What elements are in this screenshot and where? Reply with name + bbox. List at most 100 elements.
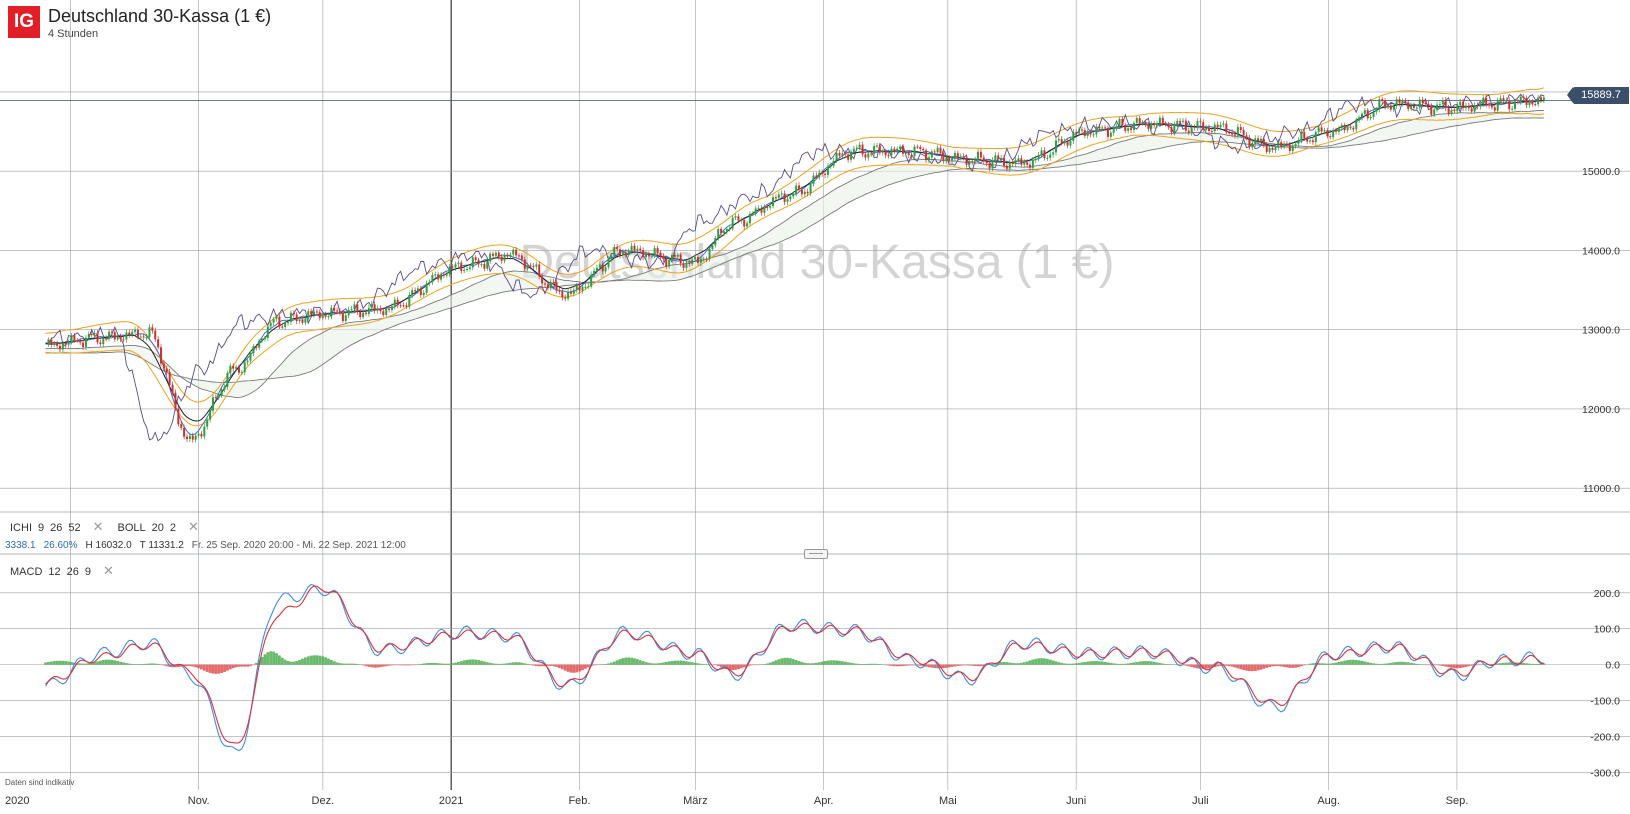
macd-param-2: 26 bbox=[66, 566, 79, 578]
candle-body bbox=[1026, 162, 1029, 165]
candle-body bbox=[1438, 104, 1441, 106]
candle-body bbox=[422, 292, 425, 296]
macd-histogram-bar bbox=[1066, 663, 1069, 665]
macd-histogram-bar bbox=[286, 661, 290, 665]
macd-histogram-bar bbox=[237, 664, 241, 667]
macd-histogram-bar bbox=[884, 664, 888, 666]
candle-body bbox=[339, 311, 342, 314]
macd-histogram-bar bbox=[760, 664, 763, 665]
macd-histogram-bar bbox=[1325, 663, 1329, 665]
macd-histogram-bar bbox=[595, 664, 599, 666]
macd-histogram-bar bbox=[630, 657, 633, 665]
x-tick-label: Feb. bbox=[568, 795, 590, 807]
candle-body bbox=[777, 194, 780, 198]
candle-body bbox=[185, 436, 188, 439]
candle-body bbox=[252, 346, 255, 354]
macd-histogram-bar bbox=[44, 662, 47, 665]
period-low: T 11331.2 bbox=[139, 540, 184, 551]
macd-histogram-bar bbox=[786, 657, 789, 665]
macd-histogram-bar bbox=[1106, 662, 1110, 665]
candle-body bbox=[1173, 123, 1176, 133]
candle-body bbox=[90, 334, 93, 336]
candle-body bbox=[177, 408, 180, 425]
macd-histogram-bar bbox=[1499, 663, 1502, 665]
candle-body bbox=[486, 261, 489, 269]
macd-histogram-bar bbox=[534, 664, 538, 667]
candle-body bbox=[509, 254, 512, 257]
candle-body bbox=[789, 196, 792, 200]
candle-body bbox=[315, 311, 318, 313]
candle-body bbox=[70, 335, 73, 342]
macd-histogram-bar bbox=[81, 663, 85, 665]
candle-body bbox=[269, 322, 272, 327]
ichi-indicator-label[interactable]: ICHI bbox=[10, 522, 32, 534]
macd-histogram-bar bbox=[659, 663, 662, 665]
candle-body bbox=[1291, 145, 1294, 152]
candle-body bbox=[1248, 138, 1251, 148]
macd-histogram-bar bbox=[1461, 664, 1465, 668]
candle-body bbox=[991, 160, 994, 169]
macd-histogram-bar bbox=[1375, 663, 1378, 665]
boll-remove-icon[interactable]: ✕ bbox=[188, 519, 199, 534]
ichi-param-3: 52 bbox=[68, 522, 81, 534]
macd-histogram-bar bbox=[1542, 663, 1546, 665]
candle-body bbox=[1213, 124, 1216, 132]
macd-histogram-bar bbox=[1522, 663, 1526, 665]
macd-histogram-bar bbox=[846, 662, 850, 665]
macd-histogram-bar bbox=[635, 659, 639, 665]
macd-remove-icon[interactable]: ✕ bbox=[103, 563, 114, 578]
candle-body bbox=[1008, 162, 1011, 169]
macd-histogram-bar bbox=[1123, 663, 1127, 665]
candle-body bbox=[590, 274, 593, 287]
macd-histogram-bar bbox=[1297, 664, 1300, 668]
candle-body bbox=[535, 264, 538, 267]
candle-body bbox=[333, 307, 336, 311]
macd-histogram-bar bbox=[797, 661, 801, 665]
candle-body bbox=[676, 254, 679, 257]
candle-body bbox=[607, 259, 610, 268]
macd-histogram-bar bbox=[162, 664, 166, 666]
macd-histogram-bar bbox=[364, 664, 368, 667]
candle-body bbox=[621, 252, 624, 256]
macd-histogram-bar bbox=[682, 660, 685, 665]
candle-body bbox=[593, 270, 596, 275]
candle-body bbox=[310, 311, 313, 315]
ichi-remove-icon[interactable]: ✕ bbox=[92, 519, 104, 534]
candle-body bbox=[350, 308, 353, 310]
macd-tick-label: -200.0 bbox=[1590, 731, 1620, 743]
macd-histogram-bar bbox=[185, 664, 189, 667]
candle-body bbox=[1147, 125, 1150, 129]
candle-body bbox=[1005, 165, 1008, 169]
timeframe-label[interactable]: 4 Stunden bbox=[48, 28, 99, 40]
macd-histogram-bar bbox=[1458, 664, 1462, 669]
macd-histogram-bar bbox=[1037, 658, 1041, 665]
candle-body bbox=[850, 151, 853, 160]
macd-histogram-bar bbox=[1409, 662, 1413, 665]
macd-histogram-bar bbox=[546, 664, 550, 666]
candle-body bbox=[87, 334, 90, 338]
pane-resize-handle[interactable] bbox=[804, 549, 828, 559]
candle-body bbox=[901, 146, 904, 154]
candle-body bbox=[110, 331, 113, 333]
candle-body bbox=[229, 365, 232, 374]
x-tick-label: Dez. bbox=[312, 795, 335, 807]
macd-histogram-bar bbox=[1138, 661, 1142, 665]
candle-body bbox=[734, 216, 737, 218]
macd-indicator-label[interactable]: MACD bbox=[10, 566, 43, 578]
macd-histogram-bar bbox=[679, 660, 683, 665]
macd-histogram-bar bbox=[1279, 664, 1283, 667]
macd-param-1: 12 bbox=[48, 566, 61, 578]
candle-body bbox=[148, 327, 151, 338]
macd-histogram-bar bbox=[1196, 664, 1199, 669]
candle-body bbox=[682, 263, 685, 268]
boll-indicator-label[interactable]: BOLL bbox=[117, 522, 146, 534]
macd-histogram-bar bbox=[1190, 664, 1194, 668]
candle-body bbox=[1254, 138, 1257, 144]
macd-histogram-bar bbox=[627, 657, 631, 665]
candle-body bbox=[84, 337, 87, 347]
macd-histogram-bar bbox=[1207, 664, 1211, 669]
macd-histogram-bar bbox=[58, 660, 62, 665]
macd-histogram-bar bbox=[1233, 664, 1237, 668]
